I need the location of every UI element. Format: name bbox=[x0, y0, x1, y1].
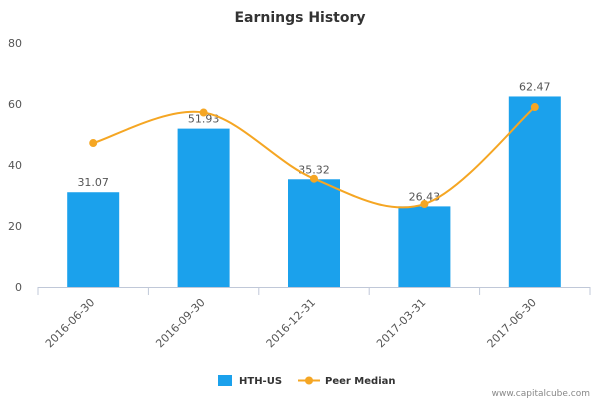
x-tick-label-2017-06-30: 2017-06-30 bbox=[485, 296, 539, 350]
bar-label-2016-06-30: 31.07 bbox=[77, 176, 109, 189]
y-tick-label-40: 40 bbox=[8, 159, 22, 172]
bar-2016-12-31 bbox=[288, 179, 340, 287]
y-tick-label-0: 0 bbox=[15, 281, 22, 294]
peer-median-point-2017-06-30 bbox=[530, 103, 539, 112]
bar-series bbox=[67, 96, 561, 288]
x-tick-label-2017-03-31: 2017-03-31 bbox=[374, 296, 428, 350]
legend-bar-swatch bbox=[218, 375, 232, 386]
y-tick-label-80: 80 bbox=[8, 37, 22, 50]
y-axis: 0 20 40 60 80 bbox=[8, 37, 22, 294]
bar-2016-09-30 bbox=[177, 128, 230, 287]
bar-label-2016-12-31: 35.32 bbox=[298, 163, 330, 176]
x-axis: 2016-06-30 2016-09-30 2016-12-31 2017-03-31… bbox=[37, 287, 591, 350]
bar-2016-06-30 bbox=[67, 192, 120, 287]
credit-text: www.capitalcube.com bbox=[492, 389, 590, 399]
x-tick-label-2016-09-30: 2016-09-30 bbox=[153, 296, 207, 350]
bar-2017-03-31 bbox=[398, 206, 451, 287]
y-tick-label-60: 60 bbox=[8, 98, 22, 111]
legend-label-peer: Peer Median bbox=[325, 376, 396, 387]
peer-median-point-2016-06-30 bbox=[89, 139, 98, 148]
chart-title: Earnings History bbox=[234, 10, 365, 26]
x-tick-label-2016-06-30: 2016-06-30 bbox=[43, 296, 97, 350]
x-tick-label-2016-12-31: 2016-12-31 bbox=[264, 296, 318, 350]
peer-median-point-2016-12-31 bbox=[310, 174, 318, 183]
bar-label-2016-09-30: 51.93 bbox=[188, 113, 220, 126]
peer-median-point-2017-03-31 bbox=[420, 200, 429, 209]
bar-2017-06-30 bbox=[508, 96, 561, 288]
legend-line-marker bbox=[305, 376, 313, 385]
legend-label-hth: HTH-US bbox=[239, 376, 282, 387]
bar-label-2017-06-30: 62.47 bbox=[519, 80, 551, 93]
y-tick-label-20: 20 bbox=[8, 220, 22, 233]
legend: HTH-US Peer Median bbox=[218, 375, 396, 387]
peer-median-series bbox=[89, 103, 539, 209]
peer-median-point-2016-09-30 bbox=[199, 108, 208, 117]
